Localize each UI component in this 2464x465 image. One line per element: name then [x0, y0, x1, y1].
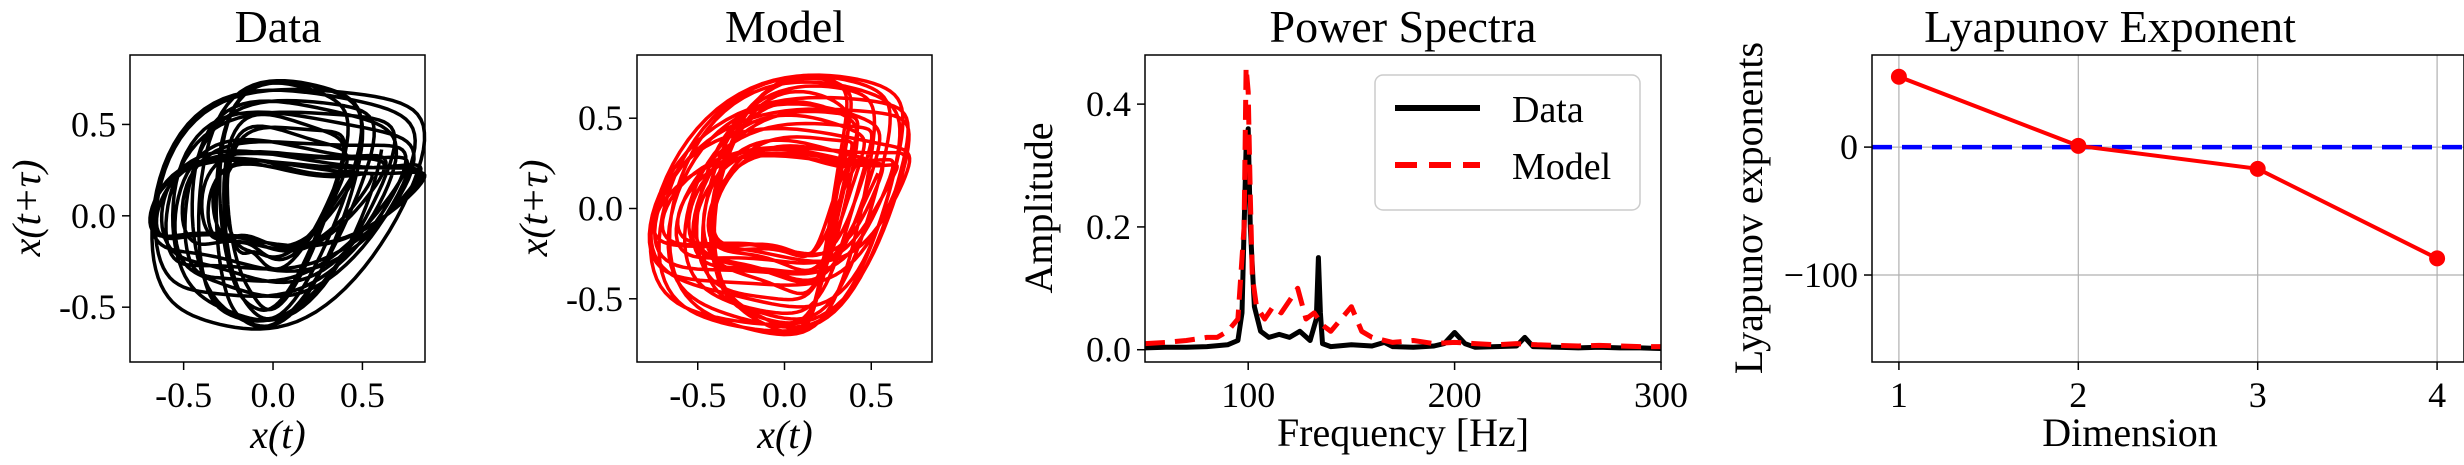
panel-lyapunov-frame: [1871, 54, 2464, 363]
panel-spectra: Power Spectra 100 200 300 0.0 0.2 0.4 Frequen…: [1016, 1, 1688, 455]
panel-lyapunov-plot-area: [1872, 68, 2464, 267]
panel-spectra-title: Power Spectra: [1270, 1, 1537, 52]
panel-data-ylabel: x(t+τ): [4, 160, 49, 258]
y-tick-label: 0.4: [1086, 84, 1131, 124]
panel-data-xlabel-text: x(t): [249, 412, 306, 457]
x-tick-label: 0.5: [849, 375, 894, 415]
panel-model-plot-area: [647, 73, 912, 337]
y-tick-label: 0.5: [578, 98, 623, 138]
x-tick-label: 2: [2069, 375, 2087, 415]
y-tick-label: 0.0: [1086, 330, 1131, 370]
panel-spectra-plot-area: [1145, 64, 1661, 351]
trajectory-line: [647, 73, 912, 337]
lyapunov-point: [1890, 68, 1907, 85]
legend-label-data: Data: [1512, 89, 1584, 131]
panel-spectra-ylabel: Amplitude: [1016, 122, 1061, 293]
panel-spectra-xlabel: Frequency [Hz]: [1277, 410, 1529, 455]
x-tick-label: 0.5: [340, 375, 385, 415]
panel-model: Model -0.5 0.0 0.5 -0.5 0.0 0.5 x(t) x(t+τ): [511, 1, 933, 457]
y-tick-label: -0.5: [59, 287, 116, 327]
lyapunov-point: [2429, 250, 2446, 267]
y-tick-label: 0: [1840, 127, 1858, 167]
panel-data-plot-area: [148, 78, 427, 331]
x-tick-label: 200: [1428, 375, 1482, 415]
x-tick-label: -0.5: [669, 375, 726, 415]
panel-lyapunov: Lyapunov Exponent 1 2 3 4 −100 0 Dimension Ly…: [1726, 1, 2464, 455]
x-tick-label: 0.0: [251, 375, 296, 415]
panel-data: Data -0.5 0.0 0.5 -0.5 0.0 0.5 x(t) x(t+τ): [4, 1, 427, 457]
panel-data-ylabel-text: x(t+τ): [4, 160, 49, 258]
trajectory-line: [148, 78, 427, 331]
legend-frame: [1374, 74, 1641, 211]
panel-lyapunov-ylabel: Lyapunov exponents: [1726, 42, 1771, 374]
panel-spectra-frame: [1144, 54, 1662, 363]
panel-data-frame: [129, 54, 426, 363]
panel-data-title: Data: [235, 1, 322, 52]
lyapunov-point: [2249, 160, 2266, 177]
x-tick-label: 4: [2428, 375, 2446, 415]
panel-model-ylabel: x(t+τ): [511, 160, 556, 258]
panel-data-ticks: -0.5 0.0 0.5 -0.5 0.0 0.5: [59, 104, 385, 415]
x-tick-label: 0.0: [762, 375, 807, 415]
panel-spectra-ticks: 100 200 300 0.0 0.2 0.4: [1086, 84, 1688, 415]
x-tick-label: 100: [1221, 375, 1275, 415]
x-tick-label: -0.5: [155, 375, 212, 415]
y-tick-label: 0.0: [578, 189, 623, 229]
panel-data-xlabel: x(t): [249, 412, 306, 457]
legend-label-model: Model: [1512, 146, 1611, 188]
panel-lyapunov-xlabel: Dimension: [2042, 410, 2218, 455]
y-tick-label: 0.2: [1086, 207, 1131, 247]
y-tick-label: 0.0: [71, 196, 116, 236]
panel-lyapunov-title: Lyapunov Exponent: [1924, 1, 2296, 52]
y-tick-label: −100: [1784, 255, 1858, 295]
panel-model-ticks: -0.5 0.0 0.5 -0.5 0.0 0.5: [566, 98, 894, 415]
y-tick-label: -0.5: [566, 279, 623, 319]
panel-lyapunov-ticks: 1 2 3 4 −100 0: [1784, 127, 2446, 415]
lyapunov-point: [2070, 137, 2087, 154]
spectra-legend: Data Model: [1374, 74, 1641, 211]
panel-model-xlabel: x(t): [756, 412, 813, 457]
lyapunov-line: [1898, 74, 2438, 261]
x-tick-label: 3: [2249, 375, 2267, 415]
x-tick-label: 1: [1890, 375, 1908, 415]
panel-model-title: Model: [725, 1, 845, 52]
panel-model-xlabel-text: x(t): [756, 412, 813, 457]
panel-model-ylabel-text: x(t+τ): [511, 160, 556, 258]
y-tick-label: 0.5: [71, 104, 116, 144]
x-tick-label: 300: [1634, 375, 1688, 415]
